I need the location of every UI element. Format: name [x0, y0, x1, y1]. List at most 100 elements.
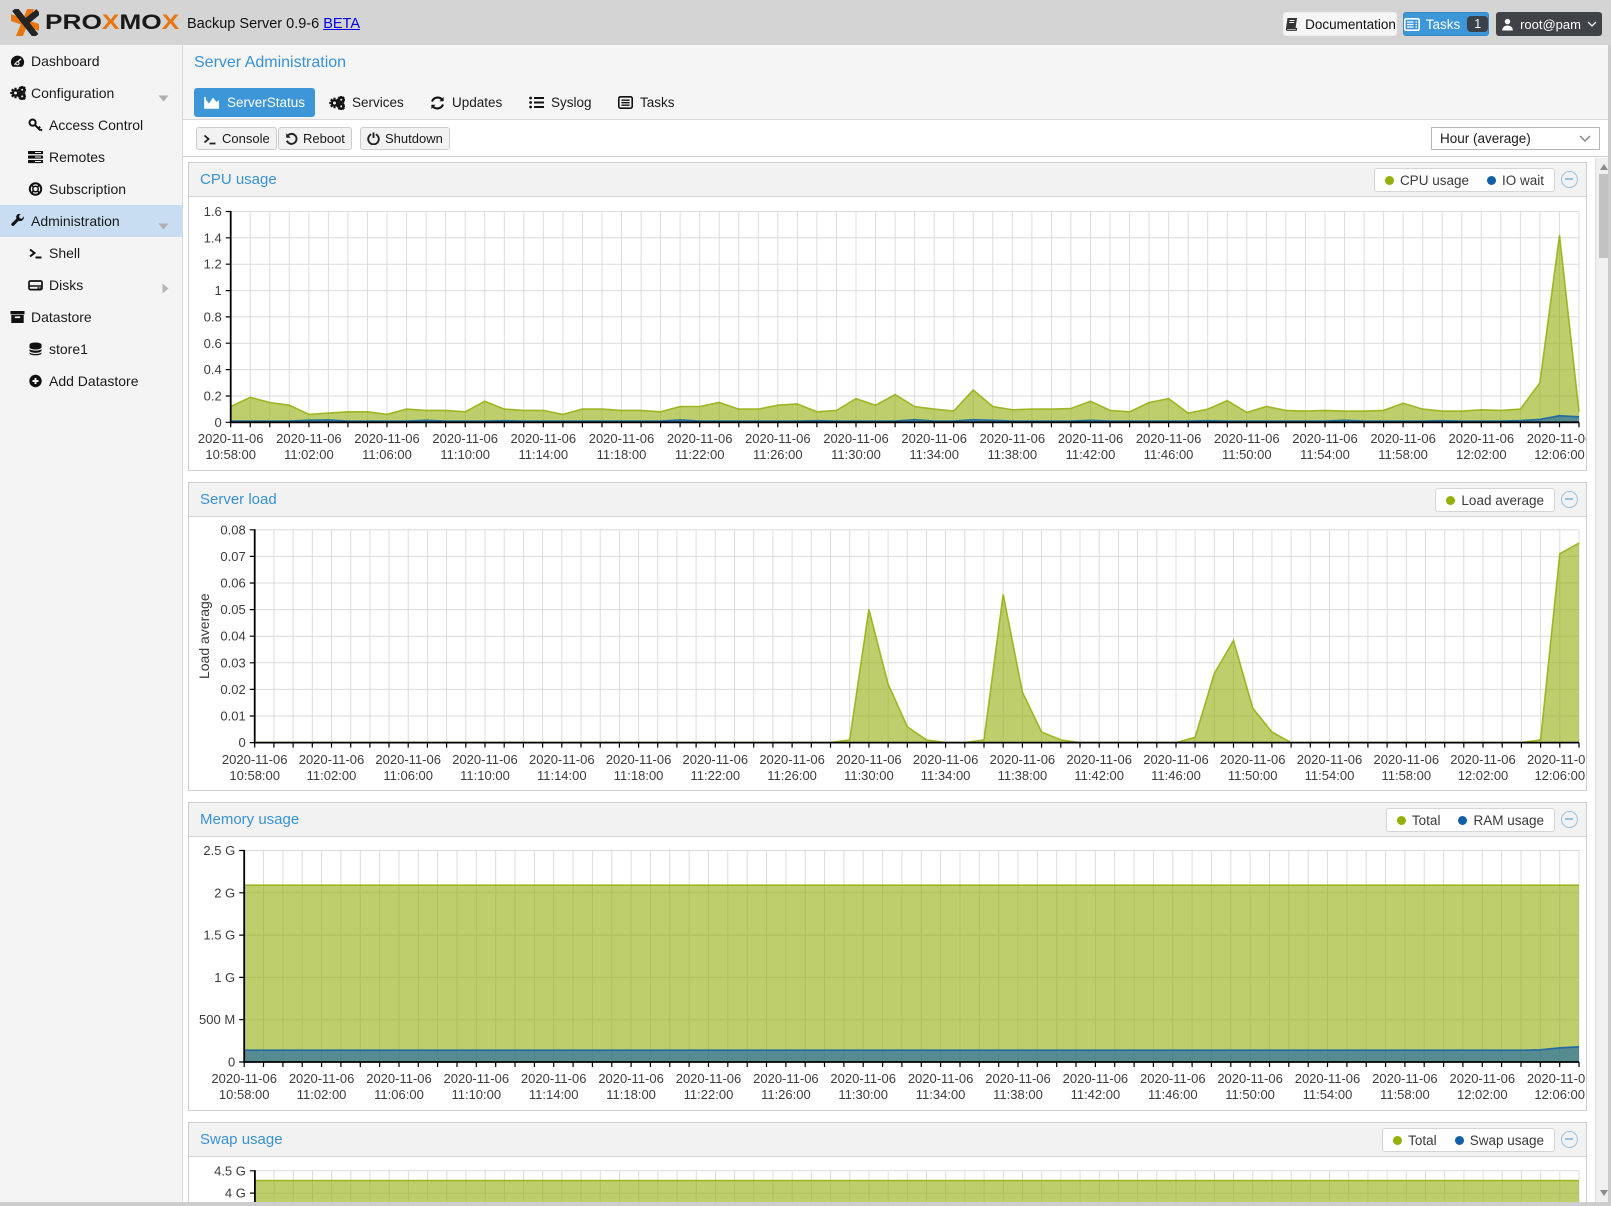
svg-text:11:22:00: 11:22:00	[684, 1087, 734, 1102]
svg-text:11:30:00: 11:30:00	[838, 1087, 888, 1102]
svg-text:0.2: 0.2	[204, 389, 222, 404]
svg-text:2020-11-06: 2020-11-06	[901, 431, 967, 446]
svg-text:2020-11-06: 2020-11-06	[1297, 752, 1363, 767]
svg-text:2020-11-06: 2020-11-06	[990, 752, 1056, 767]
svg-text:11:54:00: 11:54:00	[1300, 447, 1350, 462]
svg-text:10:58:00: 10:58:00	[219, 1087, 270, 1102]
svg-text:2020-11-06: 2020-11-06	[667, 431, 733, 446]
svg-text:2020-11-06: 2020-11-06	[222, 752, 288, 767]
svg-text:2020-11-06: 2020-11-06	[375, 752, 441, 767]
svg-text:2020-11-06: 2020-11-06	[299, 752, 365, 767]
svg-text:2020-11-06: 2020-11-06	[366, 1071, 432, 1086]
svg-text:4.5 G: 4.5 G	[214, 1163, 246, 1178]
svg-text:2020-11-06: 2020-11-06	[354, 431, 420, 446]
svg-text:11:14:00: 11:14:00	[537, 768, 587, 783]
svg-text:2020-11-06: 2020-11-06	[1066, 752, 1132, 767]
svg-text:11:02:00: 11:02:00	[297, 1087, 347, 1102]
svg-text:10:58:00: 10:58:00	[205, 447, 256, 462]
svg-text:2020-11-06: 2020-11-06	[1450, 1071, 1516, 1086]
svg-text:2020-11-06: 2020-11-06	[908, 1071, 974, 1086]
svg-text:12:06:00: 12:06:00	[1534, 1087, 1585, 1102]
svg-text:0.05: 0.05	[220, 602, 245, 617]
svg-text:2020-11-06: 2020-11-06	[1527, 752, 1586, 767]
svg-text:1.6: 1.6	[204, 204, 222, 219]
svg-text:1 G: 1 G	[214, 970, 235, 985]
svg-text:11:38:00: 11:38:00	[998, 768, 1048, 783]
svg-text:11:18:00: 11:18:00	[597, 447, 647, 462]
svg-text:11:58:00: 11:58:00	[1378, 447, 1428, 462]
svg-text:2020-11-06: 2020-11-06	[606, 752, 672, 767]
svg-text:11:26:00: 11:26:00	[761, 1087, 811, 1102]
svg-text:2020-11-06: 2020-11-06	[276, 431, 342, 446]
svg-text:11:02:00: 11:02:00	[284, 447, 334, 462]
svg-text:12:02:00: 12:02:00	[1457, 1087, 1508, 1102]
svg-text:11:34:00: 11:34:00	[916, 1087, 966, 1102]
svg-text:11:38:00: 11:38:00	[987, 447, 1037, 462]
svg-text:2020-11-06: 2020-11-06	[521, 1071, 587, 1086]
svg-text:12:02:00: 12:02:00	[1456, 447, 1507, 462]
svg-text:2020-11-06: 2020-11-06	[1220, 752, 1286, 767]
svg-text:2 G: 2 G	[214, 885, 235, 900]
svg-text:2020-11-06: 2020-11-06	[198, 431, 264, 446]
svg-text:2020-11-06: 2020-11-06	[1450, 752, 1516, 767]
svg-text:2020-11-06: 2020-11-06	[211, 1071, 277, 1086]
svg-text:12:02:00: 12:02:00	[1458, 768, 1509, 783]
svg-text:2020-11-06: 2020-11-06	[759, 752, 825, 767]
svg-text:2020-11-06: 2020-11-06	[1214, 431, 1280, 446]
svg-text:2020-11-06: 2020-11-06	[1058, 431, 1124, 446]
svg-text:2020-11-06: 2020-11-06	[980, 431, 1046, 446]
svg-text:2.5 G: 2.5 G	[203, 843, 235, 858]
svg-text:11:10:00: 11:10:00	[460, 768, 510, 783]
svg-text:11:30:00: 11:30:00	[831, 447, 881, 462]
svg-text:11:34:00: 11:34:00	[921, 768, 971, 783]
svg-text:0: 0	[228, 1055, 235, 1070]
svg-text:0.02: 0.02	[220, 682, 245, 697]
svg-text:11:54:00: 11:54:00	[1303, 1087, 1353, 1102]
svg-text:2020-11-06: 2020-11-06	[432, 431, 498, 446]
svg-text:11:14:00: 11:14:00	[529, 1087, 579, 1102]
svg-text:2020-11-06: 2020-11-06	[511, 431, 577, 446]
svg-text:11:06:00: 11:06:00	[383, 768, 433, 783]
svg-text:2020-11-06: 2020-11-06	[529, 752, 595, 767]
svg-text:2020-11-06: 2020-11-06	[589, 431, 655, 446]
svg-text:0: 0	[238, 735, 245, 750]
svg-text:2020-11-06: 2020-11-06	[1527, 1071, 1586, 1086]
svg-text:11:30:00: 11:30:00	[844, 768, 894, 783]
svg-text:11:22:00: 11:22:00	[690, 768, 740, 783]
svg-text:0.6: 0.6	[204, 336, 222, 351]
svg-text:11:22:00: 11:22:00	[675, 447, 725, 462]
svg-text:2020-11-06: 2020-11-06	[452, 752, 518, 767]
svg-text:2020-11-06: 2020-11-06	[1140, 1071, 1206, 1086]
svg-text:11:50:00: 11:50:00	[1222, 447, 1272, 462]
svg-text:2020-11-06: 2020-11-06	[913, 752, 979, 767]
svg-text:12:06:00: 12:06:00	[1534, 768, 1585, 783]
svg-text:2020-11-06: 2020-11-06	[1449, 431, 1515, 446]
svg-text:2020-11-06: 2020-11-06	[1372, 1071, 1438, 1086]
svg-text:2020-11-06: 2020-11-06	[1374, 752, 1440, 767]
svg-text:Load average: Load average	[196, 593, 212, 679]
svg-text:10:58:00: 10:58:00	[229, 768, 280, 783]
svg-text:11:02:00: 11:02:00	[307, 768, 357, 783]
svg-text:2020-11-06: 2020-11-06	[1136, 431, 1202, 446]
svg-text:0.01: 0.01	[220, 709, 245, 724]
svg-text:0.8: 0.8	[204, 309, 222, 324]
svg-text:11:42:00: 11:42:00	[1066, 447, 1116, 462]
svg-text:11:50:00: 11:50:00	[1228, 768, 1278, 783]
svg-text:4 G: 4 G	[225, 1186, 246, 1201]
svg-text:0.07: 0.07	[220, 549, 245, 564]
svg-text:11:50:00: 11:50:00	[1225, 1087, 1275, 1102]
svg-text:2020-11-06: 2020-11-06	[836, 752, 902, 767]
svg-text:2020-11-06: 2020-11-06	[753, 1071, 819, 1086]
svg-text:1.5 G: 1.5 G	[203, 928, 235, 943]
svg-text:2020-11-06: 2020-11-06	[444, 1071, 510, 1086]
svg-text:2020-11-06: 2020-11-06	[676, 1071, 742, 1086]
svg-text:0: 0	[214, 415, 221, 430]
svg-text:11:26:00: 11:26:00	[767, 768, 817, 783]
svg-text:0.06: 0.06	[220, 576, 245, 591]
svg-text:2020-11-06: 2020-11-06	[1527, 431, 1586, 446]
svg-text:11:06:00: 11:06:00	[374, 1087, 424, 1102]
svg-text:11:34:00: 11:34:00	[909, 447, 959, 462]
svg-text:11:46:00: 11:46:00	[1148, 1087, 1198, 1102]
svg-text:11:14:00: 11:14:00	[518, 447, 568, 462]
svg-text:2020-11-06: 2020-11-06	[1295, 1071, 1361, 1086]
